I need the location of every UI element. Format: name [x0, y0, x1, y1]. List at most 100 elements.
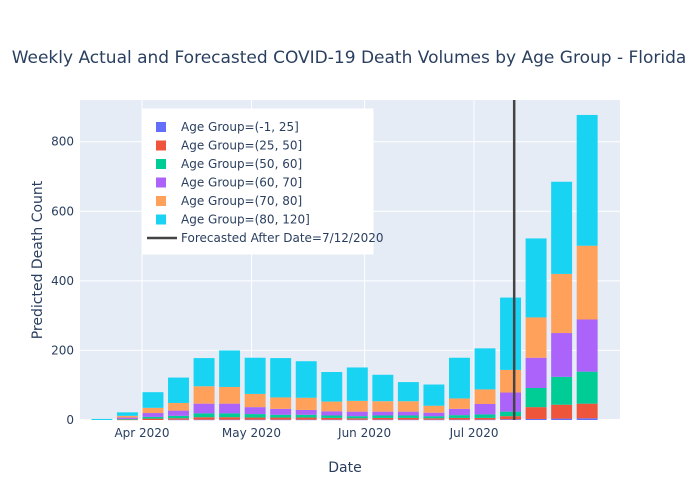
bar-segment[interactable] [116, 412, 138, 416]
bar-segment[interactable] [193, 417, 215, 420]
legend-label[interactable]: Age Group=(60, 70] [181, 176, 302, 190]
bars[interactable] [91, 114, 598, 421]
legend-swatch[interactable] [156, 122, 166, 132]
bar-segment[interactable] [448, 398, 470, 409]
bar-segment[interactable] [270, 358, 292, 398]
legend-swatch[interactable] [156, 196, 166, 206]
bar-segment[interactable] [219, 417, 241, 420]
bar-segment[interactable] [219, 419, 241, 421]
bar-segment[interactable] [116, 418, 138, 420]
bar-segment[interactable] [270, 414, 292, 418]
bar-segment[interactable] [116, 417, 138, 419]
bar-segment[interactable] [551, 333, 573, 377]
bar-segment[interactable] [321, 372, 343, 402]
bar-segment[interactable] [423, 384, 445, 406]
bar-segment[interactable] [168, 418, 189, 420]
bar-segment[interactable] [448, 417, 470, 420]
bar-segment[interactable] [270, 408, 292, 415]
bar-segment[interactable] [116, 419, 138, 421]
bar-segment[interactable] [576, 245, 598, 320]
bar-segment[interactable] [551, 181, 573, 274]
legend-label[interactable]: Forecasted After Date=7/12/2020 [181, 231, 384, 245]
bar-segment[interactable] [295, 417, 317, 420]
bar-segment[interactable] [168, 402, 189, 411]
bar-segment[interactable] [142, 413, 164, 417]
bar-segment[interactable] [576, 418, 598, 420]
bar-segment[interactable] [372, 417, 394, 420]
bar-segment[interactable] [448, 415, 470, 418]
bar-segment[interactable] [525, 388, 547, 408]
bar-segment[interactable] [423, 416, 445, 419]
bar-segment[interactable] [372, 374, 394, 402]
legend-swatch[interactable] [156, 214, 166, 225]
bar-segment[interactable] [551, 376, 573, 405]
bar-segment[interactable] [474, 404, 496, 415]
bar-segment[interactable] [474, 417, 496, 420]
bar-segment[interactable] [321, 401, 343, 412]
bar-segment[interactable] [346, 411, 368, 417]
bar-segment[interactable] [193, 358, 215, 387]
bar-segment[interactable] [244, 357, 266, 394]
legend-swatch[interactable] [156, 177, 166, 188]
legend-swatch[interactable] [156, 159, 166, 169]
bar-segment[interactable] [244, 417, 266, 420]
bar-segment[interactable] [193, 413, 215, 418]
bar-segment[interactable] [372, 419, 394, 421]
bar-segment[interactable] [397, 417, 419, 420]
bar-segment[interactable] [500, 392, 522, 412]
bar-segment[interactable] [346, 400, 368, 412]
bar-segment[interactable] [576, 403, 598, 419]
bar-segment[interactable] [474, 348, 496, 390]
bar-segment[interactable] [474, 414, 496, 418]
bar-segment[interactable] [295, 361, 317, 398]
bar-segment[interactable] [551, 404, 573, 419]
bar-segment[interactable] [244, 407, 266, 415]
legend[interactable]: Age Group=(-1, 25] Age Group=(25, 50] Age … [142, 108, 384, 255]
bar-segment[interactable] [270, 397, 292, 409]
bar-segment[interactable] [142, 418, 164, 420]
bar-segment[interactable] [397, 419, 419, 421]
bar-segment[interactable] [474, 419, 496, 421]
bar-segment[interactable] [244, 393, 266, 408]
bar-segment[interactable] [372, 401, 394, 412]
bar-segment[interactable] [168, 410, 189, 416]
bar-segment[interactable] [576, 371, 598, 404]
bar-segment[interactable] [346, 416, 368, 419]
bar-segment[interactable] [576, 114, 598, 246]
legend-label[interactable]: Age Group=(70, 80] [181, 194, 302, 208]
legend-label[interactable]: Age Group=(50, 60] [181, 157, 302, 171]
bar-segment[interactable] [423, 419, 445, 421]
bar-segment[interactable] [321, 415, 343, 418]
bar-segment[interactable] [168, 415, 189, 419]
bar-segment[interactable] [500, 411, 522, 417]
bar-segment[interactable] [525, 317, 547, 358]
bar-segment[interactable] [270, 419, 292, 421]
bar-segment[interactable] [321, 411, 343, 416]
bar-segment[interactable] [193, 403, 215, 414]
bar-segment[interactable] [423, 418, 445, 420]
bar-segment[interactable] [295, 397, 317, 410]
bar-segment[interactable] [244, 419, 266, 421]
bar-segment[interactable] [500, 419, 522, 420]
bar-segment[interactable] [525, 357, 547, 388]
bar-segment[interactable] [500, 369, 522, 393]
bar-segment[interactable] [219, 413, 241, 418]
bar-segment[interactable] [423, 412, 445, 417]
bar-segment[interactable] [116, 415, 138, 418]
legend-swatch[interactable] [156, 140, 166, 151]
bar-segment[interactable] [193, 386, 215, 404]
bar-segment[interactable] [500, 297, 522, 370]
bar-segment[interactable] [142, 392, 164, 408]
bar-segment[interactable] [142, 407, 164, 414]
bar-segment[interactable] [321, 417, 343, 420]
bar-segment[interactable] [219, 386, 241, 404]
bar-segment[interactable] [576, 319, 598, 372]
bar-segment[interactable] [244, 414, 266, 418]
bar-segment[interactable] [193, 419, 215, 421]
bar-segment[interactable] [525, 418, 547, 420]
bar-segment[interactable] [448, 357, 470, 399]
legend-label[interactable]: Age Group=(-1, 25] [181, 120, 299, 134]
bar-segment[interactable] [448, 419, 470, 421]
bar-segment[interactable] [321, 419, 343, 421]
bar-segment[interactable] [346, 367, 368, 401]
